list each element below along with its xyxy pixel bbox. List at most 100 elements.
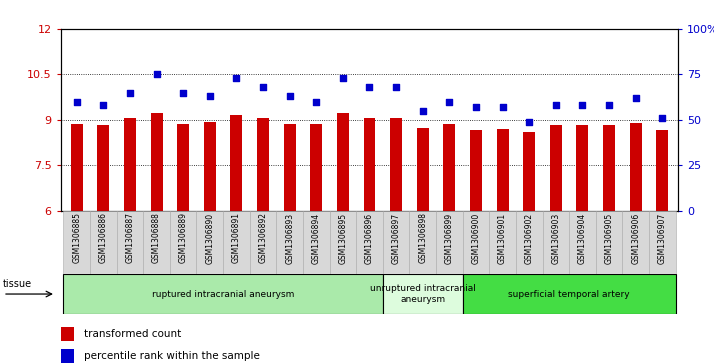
Bar bbox=[383, 211, 409, 274]
Bar bbox=[124, 118, 136, 211]
Bar bbox=[603, 125, 615, 211]
Point bbox=[71, 99, 82, 105]
Bar bbox=[257, 118, 269, 211]
Text: GSM1306907: GSM1306907 bbox=[658, 212, 667, 264]
Point bbox=[471, 104, 482, 110]
Point bbox=[337, 75, 348, 81]
Bar bbox=[470, 130, 482, 211]
Point bbox=[417, 108, 428, 114]
Bar bbox=[630, 123, 642, 211]
Bar bbox=[656, 130, 668, 211]
Text: GSM1306889: GSM1306889 bbox=[178, 212, 188, 264]
Bar bbox=[97, 125, 109, 211]
Bar bbox=[231, 115, 242, 211]
Bar bbox=[595, 211, 623, 274]
Bar bbox=[543, 211, 569, 274]
Text: GSM1306897: GSM1306897 bbox=[391, 212, 401, 264]
Text: percentile rank within the sample: percentile rank within the sample bbox=[84, 351, 260, 361]
Bar bbox=[649, 211, 675, 274]
Text: GSM1306900: GSM1306900 bbox=[471, 212, 481, 264]
Point bbox=[603, 102, 615, 108]
Bar bbox=[463, 274, 675, 314]
Point bbox=[363, 84, 375, 90]
Point bbox=[630, 95, 641, 101]
Text: GSM1306905: GSM1306905 bbox=[605, 212, 613, 264]
Text: GSM1306896: GSM1306896 bbox=[365, 212, 374, 264]
Bar bbox=[61, 348, 74, 363]
Point bbox=[257, 84, 268, 90]
Text: unruptured intracranial
aneurysm: unruptured intracranial aneurysm bbox=[370, 284, 476, 304]
Bar bbox=[383, 274, 463, 314]
Bar bbox=[170, 211, 196, 274]
Bar bbox=[417, 128, 428, 211]
Point bbox=[284, 93, 296, 99]
Bar bbox=[623, 211, 649, 274]
Bar bbox=[569, 211, 595, 274]
Text: GSM1306899: GSM1306899 bbox=[445, 212, 454, 264]
Text: GSM1306903: GSM1306903 bbox=[551, 212, 560, 264]
Point bbox=[311, 99, 322, 105]
Bar bbox=[64, 274, 383, 314]
Point bbox=[391, 84, 402, 90]
Bar bbox=[363, 118, 376, 211]
Text: GSM1306904: GSM1306904 bbox=[578, 212, 587, 264]
Text: superficial temporal artery: superficial temporal artery bbox=[508, 290, 630, 298]
Bar bbox=[177, 125, 189, 211]
Point bbox=[443, 99, 455, 105]
Bar bbox=[516, 211, 543, 274]
Bar bbox=[311, 125, 322, 211]
Bar bbox=[90, 211, 116, 274]
Bar bbox=[283, 125, 296, 211]
Bar bbox=[497, 130, 508, 211]
Text: GSM1306895: GSM1306895 bbox=[338, 212, 348, 264]
Bar bbox=[303, 211, 330, 274]
Bar bbox=[330, 211, 356, 274]
Bar bbox=[550, 125, 562, 211]
Point bbox=[231, 75, 242, 81]
Text: GSM1306898: GSM1306898 bbox=[418, 212, 427, 264]
Bar bbox=[276, 211, 303, 274]
Text: GSM1306901: GSM1306901 bbox=[498, 212, 507, 264]
Bar bbox=[489, 211, 516, 274]
Text: GSM1306886: GSM1306886 bbox=[99, 212, 108, 264]
Bar bbox=[203, 122, 216, 211]
Text: GSM1306890: GSM1306890 bbox=[205, 212, 214, 264]
Bar bbox=[337, 113, 349, 211]
Bar bbox=[116, 211, 144, 274]
Point bbox=[98, 102, 109, 108]
Bar bbox=[144, 211, 170, 274]
Text: GSM1306894: GSM1306894 bbox=[312, 212, 321, 264]
Text: GSM1306892: GSM1306892 bbox=[258, 212, 268, 264]
Text: GSM1306906: GSM1306906 bbox=[631, 212, 640, 264]
Point bbox=[124, 90, 136, 95]
Bar bbox=[71, 125, 83, 211]
Text: GSM1306888: GSM1306888 bbox=[152, 212, 161, 263]
Bar bbox=[390, 118, 402, 211]
Text: GSM1306891: GSM1306891 bbox=[232, 212, 241, 264]
Point bbox=[523, 119, 535, 125]
Text: ruptured intracranial aneurysm: ruptured intracranial aneurysm bbox=[152, 290, 294, 298]
Bar bbox=[463, 211, 489, 274]
Point bbox=[151, 72, 162, 77]
Bar bbox=[443, 125, 456, 211]
Bar bbox=[576, 125, 588, 211]
Point bbox=[577, 102, 588, 108]
Point bbox=[657, 115, 668, 121]
Text: transformed count: transformed count bbox=[84, 329, 181, 339]
Bar bbox=[196, 211, 223, 274]
Bar bbox=[436, 211, 463, 274]
Point bbox=[204, 93, 216, 99]
Bar bbox=[356, 211, 383, 274]
Point bbox=[497, 104, 508, 110]
Bar bbox=[61, 327, 74, 341]
Bar bbox=[523, 132, 536, 211]
Bar bbox=[409, 211, 436, 274]
Text: tissue: tissue bbox=[3, 279, 32, 289]
Bar bbox=[151, 113, 163, 211]
Point bbox=[550, 102, 561, 108]
Bar bbox=[223, 211, 250, 274]
Text: GSM1306902: GSM1306902 bbox=[525, 212, 534, 264]
Text: GSM1306893: GSM1306893 bbox=[285, 212, 294, 264]
Bar bbox=[250, 211, 276, 274]
Bar bbox=[64, 211, 90, 274]
